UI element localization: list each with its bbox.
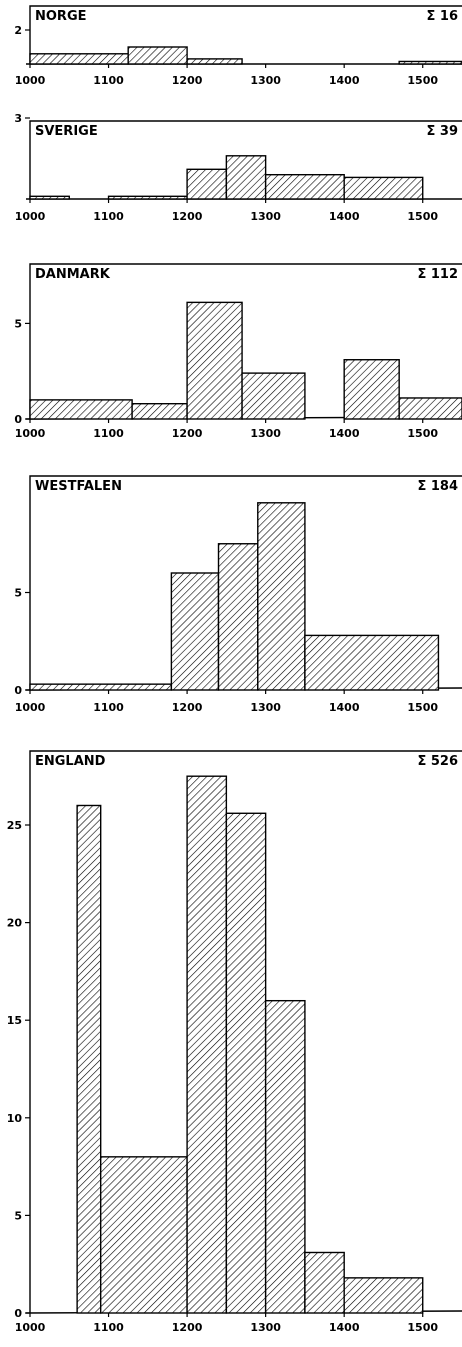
y-tick-label: 3 bbox=[14, 112, 22, 125]
x-tick-label: 1200 bbox=[172, 74, 203, 87]
y-tick-label: 0 bbox=[14, 413, 22, 426]
y-tick-label: 0 bbox=[14, 684, 22, 697]
x-tick-label: 1000 bbox=[15, 74, 46, 87]
x-tick-label: 1500 bbox=[407, 701, 438, 714]
bar-norge-0 bbox=[29, 53, 129, 65]
panel-title: ENGLAND bbox=[35, 754, 106, 769]
x-tick-label: 1100 bbox=[93, 74, 124, 87]
bar-sverige-2 bbox=[186, 168, 228, 200]
bar-england-4 bbox=[264, 999, 306, 1314]
x-tick-label: 1200 bbox=[172, 210, 203, 223]
y-tick-label: 20 bbox=[7, 917, 23, 930]
x-tick-label: 1300 bbox=[250, 74, 281, 87]
panel-danmark: DANMARK Σ 112 0 5 1000 1100 1200 1300 1400 1500 bbox=[14, 263, 462, 440]
panel-total-label: Σ 39 bbox=[427, 124, 459, 139]
x-tick-label: 1000 bbox=[15, 427, 46, 440]
bar-sverige-3 bbox=[225, 155, 267, 200]
panel-total-label: Σ 16 bbox=[427, 9, 459, 24]
panel-total-label: Σ 112 bbox=[417, 267, 458, 282]
bar-england-3 bbox=[225, 812, 267, 1314]
bar-danmark-1 bbox=[131, 403, 188, 420]
bar-sverige-4 bbox=[264, 173, 345, 200]
panel-total-label: Σ 184 bbox=[417, 479, 458, 494]
panel-frame bbox=[29, 120, 462, 199]
panel-title: NORGE bbox=[35, 9, 87, 24]
bar-danmark-0 bbox=[29, 399, 133, 420]
x-tick-label: 1100 bbox=[93, 701, 124, 714]
x-tick-label: 1200 bbox=[172, 701, 203, 714]
bar-england-5 bbox=[304, 1251, 345, 1314]
y-tick-label: 25 bbox=[7, 819, 22, 832]
bar-westfalen-4 bbox=[304, 634, 440, 691]
bar-westfalen-2 bbox=[217, 543, 259, 691]
x-tick-label: 1400 bbox=[329, 701, 360, 714]
x-tick-label: 1500 bbox=[407, 1321, 438, 1334]
bar-norge-2 bbox=[186, 58, 243, 65]
bar-danmark-4 bbox=[343, 359, 400, 420]
y-tick-label: 5 bbox=[14, 1209, 22, 1222]
bar-westfalen-3 bbox=[257, 502, 306, 691]
bar-england-0 bbox=[76, 804, 102, 1314]
x-tick-label: 1000 bbox=[15, 210, 46, 223]
x-tick-label: 1300 bbox=[250, 1321, 281, 1334]
bar-norge-3 bbox=[398, 60, 462, 65]
y-tick-label: 5 bbox=[14, 587, 22, 600]
panel-title: DANMARK bbox=[35, 267, 111, 282]
x-tick-label: 1200 bbox=[172, 427, 203, 440]
bar-sverige-1 bbox=[107, 195, 188, 200]
x-tick-label: 1300 bbox=[250, 210, 281, 223]
y-tick-label: 5 bbox=[14, 317, 22, 330]
x-tick-label: 1100 bbox=[93, 427, 124, 440]
panel-title: WESTFALEN bbox=[35, 479, 122, 494]
x-tick-label: 1500 bbox=[407, 427, 438, 440]
x-tick-label: 1400 bbox=[329, 427, 360, 440]
x-tick-label: 1100 bbox=[93, 210, 124, 223]
x-tick-label: 1300 bbox=[250, 701, 281, 714]
x-tick-label: 1200 bbox=[172, 1321, 203, 1334]
y-tick-label: 15 bbox=[7, 1014, 22, 1027]
panel-westfalen: WESTFALEN Σ 184 0 5 1000 1100 1200 1300 1400 1500 bbox=[14, 475, 462, 714]
panel-norge: NORGE Σ 16 2 1000 1100 1200 1300 1400 1500 bbox=[14, 5, 462, 87]
y-tick-label: 2 bbox=[14, 24, 22, 37]
y-tick-label: 10 bbox=[7, 1112, 23, 1125]
bar-norge-1 bbox=[127, 46, 188, 65]
panel-title: SVERIGE bbox=[35, 124, 98, 139]
panel-frame bbox=[29, 750, 462, 1313]
bar-england-2 bbox=[186, 775, 228, 1314]
x-tick-label: 1000 bbox=[15, 701, 46, 714]
bar-danmark-2 bbox=[186, 301, 243, 420]
x-tick-label: 1400 bbox=[329, 1321, 360, 1334]
panel-frame bbox=[29, 5, 462, 64]
bar-westfalen-1 bbox=[170, 572, 220, 691]
bar-westfalen-0 bbox=[29, 683, 173, 691]
bar-sverige-0 bbox=[29, 195, 70, 200]
panel-frame bbox=[29, 263, 462, 419]
x-tick-label: 1500 bbox=[407, 74, 438, 87]
panel-frame bbox=[29, 475, 462, 690]
bar-england-6 bbox=[343, 1277, 424, 1314]
x-tick-label: 1000 bbox=[15, 1321, 46, 1334]
x-tick-label: 1400 bbox=[329, 74, 360, 87]
x-tick-label: 1300 bbox=[250, 427, 281, 440]
x-tick-label: 1100 bbox=[93, 1321, 124, 1334]
bar-sverige-5 bbox=[343, 176, 424, 200]
panel-total-label: Σ 526 bbox=[417, 754, 458, 769]
x-tick-label: 1400 bbox=[329, 210, 360, 223]
panel-england: ENGLAND Σ 526 0 5 10 15 20 25 1000 1100 1200 1300 14… bbox=[7, 750, 462, 1334]
x-tick-label: 1500 bbox=[407, 210, 438, 223]
panel-sverige: SVERIGE Σ 39 3 1000 1100 1200 1300 1400 1500 bbox=[14, 112, 462, 223]
y-tick-label: 0 bbox=[14, 1307, 22, 1320]
bar-danmark-5 bbox=[398, 397, 462, 420]
bar-danmark-3 bbox=[241, 372, 306, 420]
bar-england-1 bbox=[99, 1156, 188, 1314]
